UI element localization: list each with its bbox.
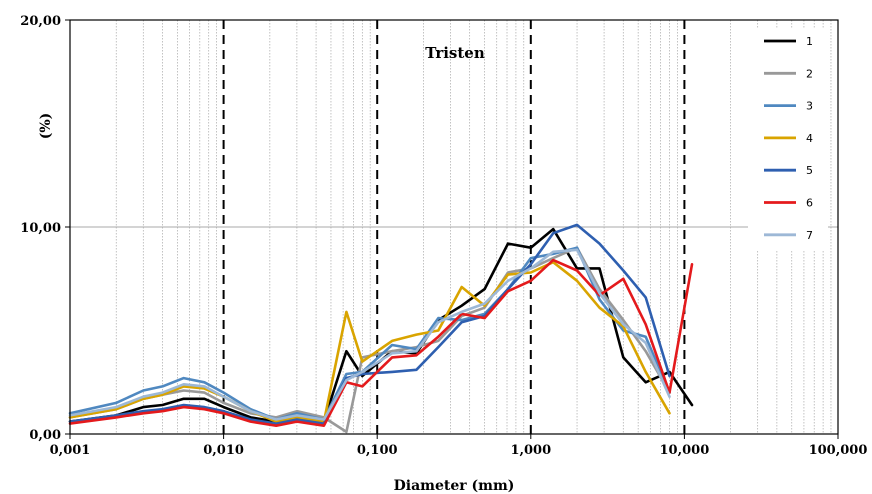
series-line-6 xyxy=(68,258,694,428)
x-tick-label: 10,000 xyxy=(660,443,710,458)
legend-label-6: 6 xyxy=(806,197,813,210)
legend-label-1: 1 xyxy=(806,35,813,48)
legend-label-7: 7 xyxy=(806,229,813,242)
grid xyxy=(70,20,838,434)
x-tick-label: 0,001 xyxy=(50,443,91,458)
chart-title: Tristen xyxy=(425,44,485,62)
x-tick-label: 0,010 xyxy=(203,443,244,458)
legend-label-4: 4 xyxy=(806,132,813,145)
axis-ticks: 0,001 0,010 0,100 1,000 10,000 100,000 0,00 10,… xyxy=(20,14,867,458)
x-axis-title: Diameter (mm) xyxy=(394,478,515,494)
series-line-7 xyxy=(68,248,671,421)
legend-label-5: 5 xyxy=(806,164,813,177)
y-tick-label: 0,00 xyxy=(29,428,61,443)
x-tick-label: 0,100 xyxy=(357,443,398,458)
legend-label-2: 2 xyxy=(806,67,813,80)
y-axis-title: (%) xyxy=(38,113,54,140)
legend: 1 2 3 4 5 6 7 xyxy=(748,28,828,250)
x-tick-label: 1,000 xyxy=(510,443,551,458)
y-tick-label: 10,00 xyxy=(20,221,61,236)
y-tick-label: 20,00 xyxy=(20,14,61,29)
series-lines xyxy=(68,223,694,434)
x-tick-label: 100,000 xyxy=(809,443,868,458)
series-line-4 xyxy=(68,260,671,423)
legend-label-3: 3 xyxy=(806,100,813,113)
series-line-3 xyxy=(68,246,671,421)
